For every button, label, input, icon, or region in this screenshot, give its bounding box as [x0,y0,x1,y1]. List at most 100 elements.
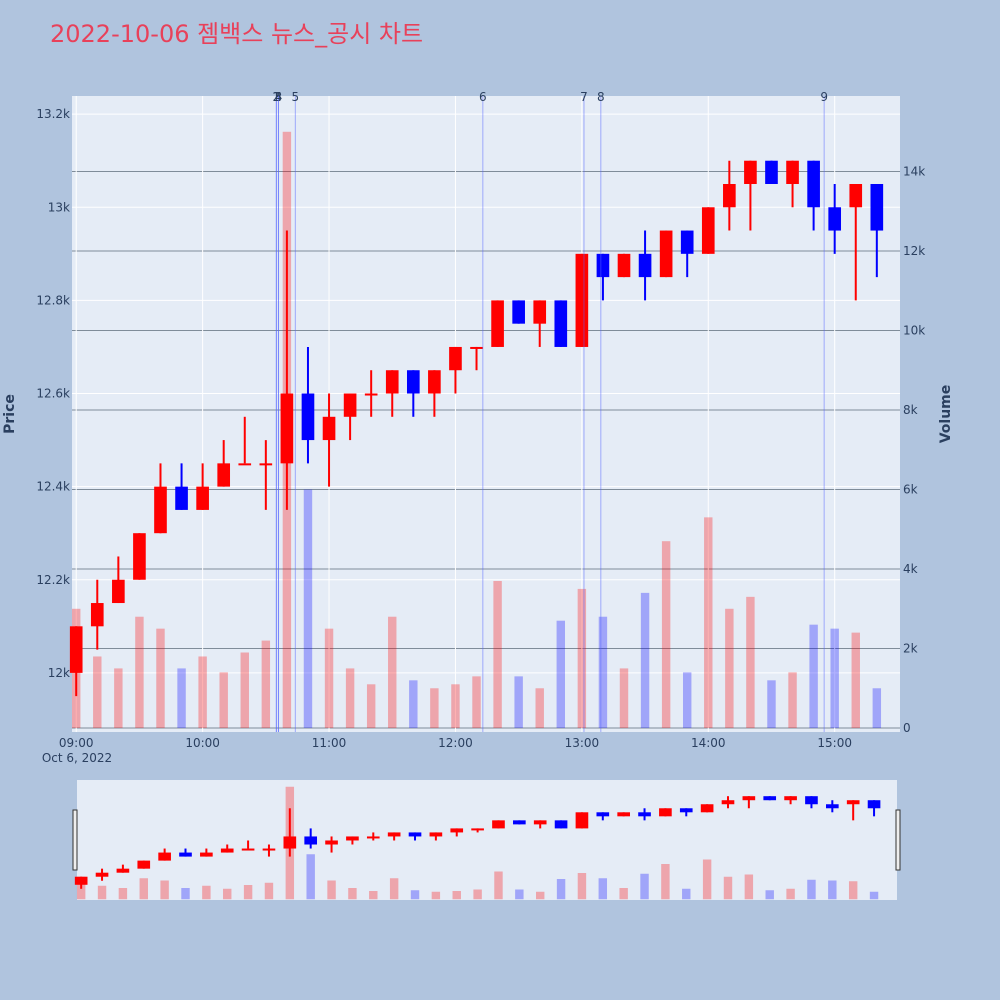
volume-bar [535,688,544,729]
volume-bar [661,541,671,729]
candle-body [763,796,777,801]
candle-body [220,848,234,853]
volume-bar [264,882,274,900]
x-tick-label: 11:00 [312,736,347,750]
volume-bar [830,628,839,729]
candle-body [280,393,294,464]
volume-bar [114,668,123,729]
volume-bar [702,859,712,900]
candle-body [364,393,378,396]
volume-bar [786,888,795,900]
volume-bar [682,672,692,729]
volume-bar [848,881,858,900]
candle-body [259,463,273,466]
candle-body [786,160,799,184]
y-tick-label: 12.4k [36,480,70,494]
volume-bar [389,878,399,900]
y2-tick-label: 10k [903,324,925,338]
candle-body [470,346,483,349]
candle-body [849,183,863,208]
y2-tick-label: 12k [903,244,925,258]
candle-body [304,836,318,845]
volume-bar [348,888,357,900]
candle-body [408,832,422,837]
candle-body [90,603,104,627]
volume-bar [327,880,336,900]
volume-bar [640,592,650,729]
candle-body [301,393,315,441]
candle-body [596,253,610,278]
candle-body [659,808,672,817]
volume-bar [493,580,502,729]
volume-bar [431,891,441,900]
volume-bar [303,489,313,729]
chart-title: 2022-10-06 젬백스 뉴스_공시 차트 [50,20,423,48]
volume-bar [198,656,207,729]
range-handle[interactable] [72,809,78,871]
candle-body [721,800,735,805]
y-tick-label: 13.2k [36,107,70,121]
volume-bar [452,891,461,900]
candle-body [262,848,276,851]
candle-body [659,230,673,278]
candle-body [196,486,209,510]
candle-body [491,300,504,347]
candle-body [112,579,125,604]
candle-body [428,370,441,394]
annotation-label: 2 [273,90,281,104]
candle-body [283,836,297,849]
annotation-label: 7 [580,90,588,104]
candle-body [343,393,357,417]
volume-bar [181,888,190,900]
volume-bar [240,652,249,729]
candle-body [175,486,188,510]
volume-bar [598,616,608,729]
range-slider[interactable] [77,780,897,900]
candle-body [154,486,167,534]
volume-bar [306,854,315,900]
x-tick-label: 13:00 [565,736,600,750]
candle-body [179,852,192,857]
volume-bar [324,628,334,729]
volume-bar [451,684,460,729]
candle-body [575,253,589,347]
candle-body [617,253,631,278]
volume-bar [472,676,481,729]
range-handle[interactable] [895,809,901,871]
candle-body [701,207,715,254]
y-tick-label: 12.6k [36,387,70,401]
volume-bar [807,879,816,900]
volume-bar [219,672,228,729]
volume-bar [682,888,691,900]
volume-bar [515,889,524,900]
volume-bar [577,873,587,900]
candle-body [450,828,464,833]
volume-bar [619,888,628,900]
candle-body [533,300,547,324]
candle-body [744,160,757,184]
candle-body [870,183,884,231]
candle-body [449,346,462,371]
volume-bar [556,879,566,900]
y-tick-label: 12.8k [36,293,70,307]
candle-body [554,820,568,829]
volume-bar [556,620,566,729]
candle-body [825,804,839,809]
candle-body [638,812,651,817]
y2-tick-label: 8k [903,403,918,417]
x-date-label: Oct 6, 2022 [42,751,112,765]
candle-body [554,300,568,347]
candle-body [137,860,151,869]
x-tick-label: 14:00 [691,736,726,750]
candle-body [805,796,818,805]
y-tick-label: 13k [48,200,70,214]
volume-bar [767,680,776,729]
volume-bar [156,628,165,729]
candle-body [807,160,820,208]
candle-body [680,230,694,254]
volume-bar [261,640,271,729]
volume-bar [139,878,148,900]
candle-body [429,832,443,837]
annotation-label: 4 [275,90,283,104]
volume-bar [723,876,733,900]
